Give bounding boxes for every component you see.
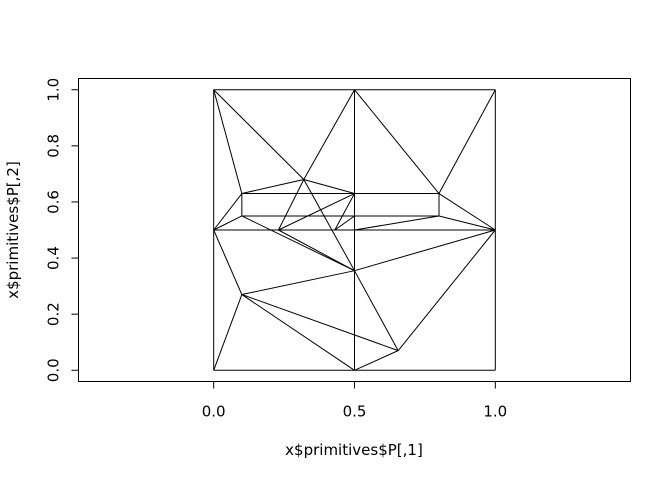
edge-10 xyxy=(213,294,243,371)
edge-40 xyxy=(438,193,496,231)
edge-41 xyxy=(354,215,440,231)
edge-43 xyxy=(438,89,496,194)
edge-19 xyxy=(278,229,355,272)
edge-21 xyxy=(213,89,243,194)
edge-39 xyxy=(354,89,440,194)
x-tick-label: 1.0 xyxy=(483,403,507,421)
edge-11 xyxy=(213,229,243,295)
y-axis-label: x$primitives$P[,2] xyxy=(4,161,22,299)
edge-25 xyxy=(241,179,304,195)
edge-36 xyxy=(303,89,355,180)
y-tick-label: 0.6 xyxy=(45,190,63,214)
y-tick-label: 0.2 xyxy=(45,302,63,326)
edge-18 xyxy=(354,229,496,272)
y-tick-label: 0.4 xyxy=(45,246,63,270)
edge-15 xyxy=(354,350,399,371)
edge-13 xyxy=(241,294,399,352)
y-axis: 0.0 0.2 0.4 0.6 0.8 1.0 xyxy=(45,78,79,382)
triangulation-edges xyxy=(213,89,496,371)
edge-16 xyxy=(354,270,399,351)
x-tick-label: 0.0 xyxy=(202,403,226,421)
edge-35 xyxy=(303,179,355,271)
edge-38 xyxy=(334,215,355,231)
edge-37 xyxy=(334,193,355,231)
edge-33 xyxy=(278,179,305,231)
edge-34 xyxy=(278,193,355,231)
y-tick-label: 1.0 xyxy=(45,78,63,102)
edge-22 xyxy=(213,193,243,231)
edge-26 xyxy=(213,89,305,180)
edge-14 xyxy=(241,294,355,371)
edge-27 xyxy=(213,215,243,231)
x-axis-label: x$primitives$P[,1] xyxy=(285,441,423,459)
edge-32 xyxy=(303,179,355,195)
edge-17 xyxy=(397,229,496,351)
edge-12 xyxy=(241,270,355,296)
x-tick-label: 0.5 xyxy=(343,403,367,421)
y-tick-label: 0.0 xyxy=(45,358,63,382)
x-axis: 0.0 0.5 1.0 xyxy=(202,381,507,421)
edge-42 xyxy=(438,215,496,231)
y-tick-label: 0.8 xyxy=(45,134,63,158)
edge-20 xyxy=(241,215,355,272)
